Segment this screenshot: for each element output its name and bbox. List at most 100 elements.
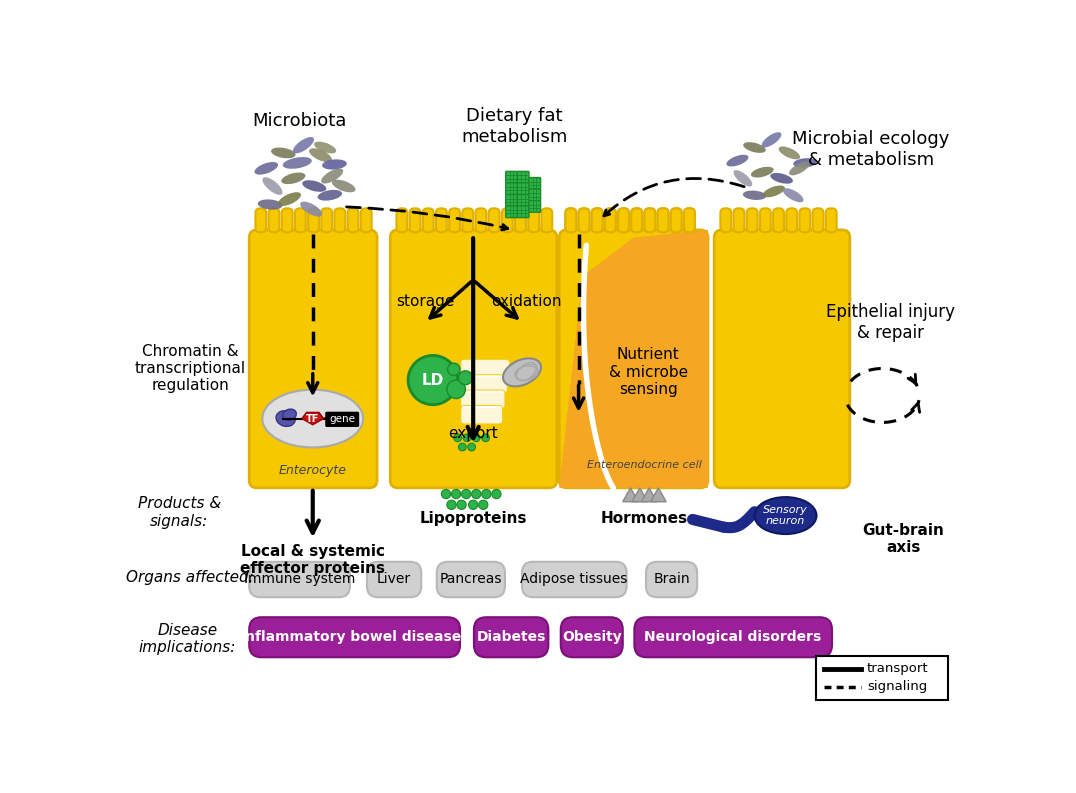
Circle shape	[441, 489, 451, 499]
FancyBboxPatch shape	[348, 209, 358, 232]
FancyBboxPatch shape	[565, 209, 577, 232]
FancyBboxPatch shape	[657, 209, 668, 232]
Text: Adipose tissues: Adipose tissues	[520, 573, 627, 587]
FancyBboxPatch shape	[645, 209, 655, 232]
Circle shape	[479, 500, 487, 509]
Text: Sensory
neuron: Sensory neuron	[763, 505, 808, 527]
Text: oxidation: oxidation	[491, 294, 561, 309]
Ellipse shape	[742, 190, 766, 200]
Circle shape	[448, 363, 461, 375]
FancyBboxPatch shape	[518, 194, 529, 206]
Text: Gut-brain
axis: Gut-brain axis	[862, 523, 945, 555]
FancyBboxPatch shape	[396, 209, 408, 232]
Circle shape	[408, 355, 457, 404]
FancyBboxPatch shape	[734, 209, 745, 232]
FancyBboxPatch shape	[522, 561, 626, 597]
FancyBboxPatch shape	[250, 230, 377, 488]
Text: Products &
signals:: Products & signals:	[138, 496, 221, 529]
FancyBboxPatch shape	[295, 209, 306, 232]
Polygon shape	[641, 488, 656, 502]
FancyBboxPatch shape	[714, 230, 850, 488]
Ellipse shape	[277, 411, 295, 427]
Ellipse shape	[317, 190, 342, 201]
FancyBboxPatch shape	[618, 209, 629, 232]
Text: Inflammatory bowel diseases: Inflammatory bowel diseases	[240, 630, 469, 644]
Text: Liver: Liver	[377, 573, 411, 587]
FancyBboxPatch shape	[592, 209, 603, 232]
Circle shape	[458, 443, 466, 451]
FancyBboxPatch shape	[367, 561, 421, 597]
FancyBboxPatch shape	[518, 171, 529, 183]
FancyBboxPatch shape	[747, 209, 758, 232]
Ellipse shape	[321, 168, 343, 183]
Ellipse shape	[254, 162, 278, 174]
Circle shape	[468, 500, 478, 509]
FancyBboxPatch shape	[506, 206, 518, 217]
FancyBboxPatch shape	[579, 209, 590, 232]
FancyBboxPatch shape	[506, 194, 518, 206]
Ellipse shape	[309, 148, 331, 162]
Ellipse shape	[293, 137, 314, 153]
FancyBboxPatch shape	[436, 209, 447, 232]
FancyBboxPatch shape	[308, 209, 318, 232]
Text: TF: TF	[306, 414, 320, 423]
FancyBboxPatch shape	[560, 230, 708, 488]
Text: Dietary fat
metabolism: Dietary fat metabolism	[461, 107, 567, 145]
Ellipse shape	[789, 161, 810, 175]
Circle shape	[471, 489, 481, 499]
FancyBboxPatch shape	[684, 209, 695, 232]
FancyBboxPatch shape	[529, 178, 540, 189]
Ellipse shape	[263, 389, 363, 447]
FancyBboxPatch shape	[529, 189, 540, 201]
Ellipse shape	[793, 159, 817, 167]
Ellipse shape	[751, 167, 774, 178]
FancyBboxPatch shape	[335, 209, 345, 232]
Ellipse shape	[263, 177, 283, 195]
Circle shape	[462, 489, 471, 499]
FancyBboxPatch shape	[250, 617, 461, 657]
FancyBboxPatch shape	[282, 209, 293, 232]
FancyBboxPatch shape	[461, 374, 507, 393]
FancyBboxPatch shape	[825, 209, 837, 232]
Text: gene: gene	[329, 414, 355, 424]
Polygon shape	[560, 230, 708, 488]
Ellipse shape	[783, 188, 804, 202]
Ellipse shape	[762, 132, 781, 147]
Text: signaling: signaling	[867, 680, 928, 693]
FancyBboxPatch shape	[632, 209, 642, 232]
FancyBboxPatch shape	[579, 209, 590, 232]
Circle shape	[457, 500, 466, 509]
Text: Hormones: Hormones	[600, 511, 688, 526]
Ellipse shape	[332, 180, 355, 193]
Text: Lipoproteins: Lipoproteins	[420, 511, 527, 526]
FancyBboxPatch shape	[449, 209, 461, 232]
FancyBboxPatch shape	[618, 209, 629, 232]
Ellipse shape	[314, 142, 336, 153]
FancyBboxPatch shape	[461, 359, 510, 377]
Text: Pancreas: Pancreas	[440, 573, 502, 587]
Ellipse shape	[302, 180, 326, 192]
FancyBboxPatch shape	[515, 209, 526, 232]
Circle shape	[482, 434, 490, 442]
Text: Nutrient
& microbe
sensing: Nutrient & microbe sensing	[609, 347, 688, 397]
Ellipse shape	[300, 201, 322, 216]
FancyBboxPatch shape	[326, 412, 358, 427]
Text: Enterocyte: Enterocyte	[279, 464, 346, 477]
Text: Microbial ecology
& metabolism: Microbial ecology & metabolism	[792, 130, 949, 169]
FancyBboxPatch shape	[721, 209, 732, 232]
FancyBboxPatch shape	[605, 209, 615, 232]
Text: Obesity: Obesity	[562, 630, 622, 644]
FancyBboxPatch shape	[670, 209, 682, 232]
FancyBboxPatch shape	[391, 230, 557, 488]
FancyBboxPatch shape	[817, 656, 948, 700]
Text: Disease
implications:: Disease implications:	[139, 623, 236, 655]
FancyBboxPatch shape	[461, 405, 502, 424]
Circle shape	[452, 489, 461, 499]
FancyBboxPatch shape	[269, 209, 280, 232]
Text: transport: transport	[867, 662, 929, 676]
Ellipse shape	[726, 155, 749, 167]
Ellipse shape	[744, 142, 766, 153]
Ellipse shape	[322, 159, 346, 170]
Text: Immune system: Immune system	[244, 573, 355, 587]
FancyBboxPatch shape	[489, 209, 499, 232]
